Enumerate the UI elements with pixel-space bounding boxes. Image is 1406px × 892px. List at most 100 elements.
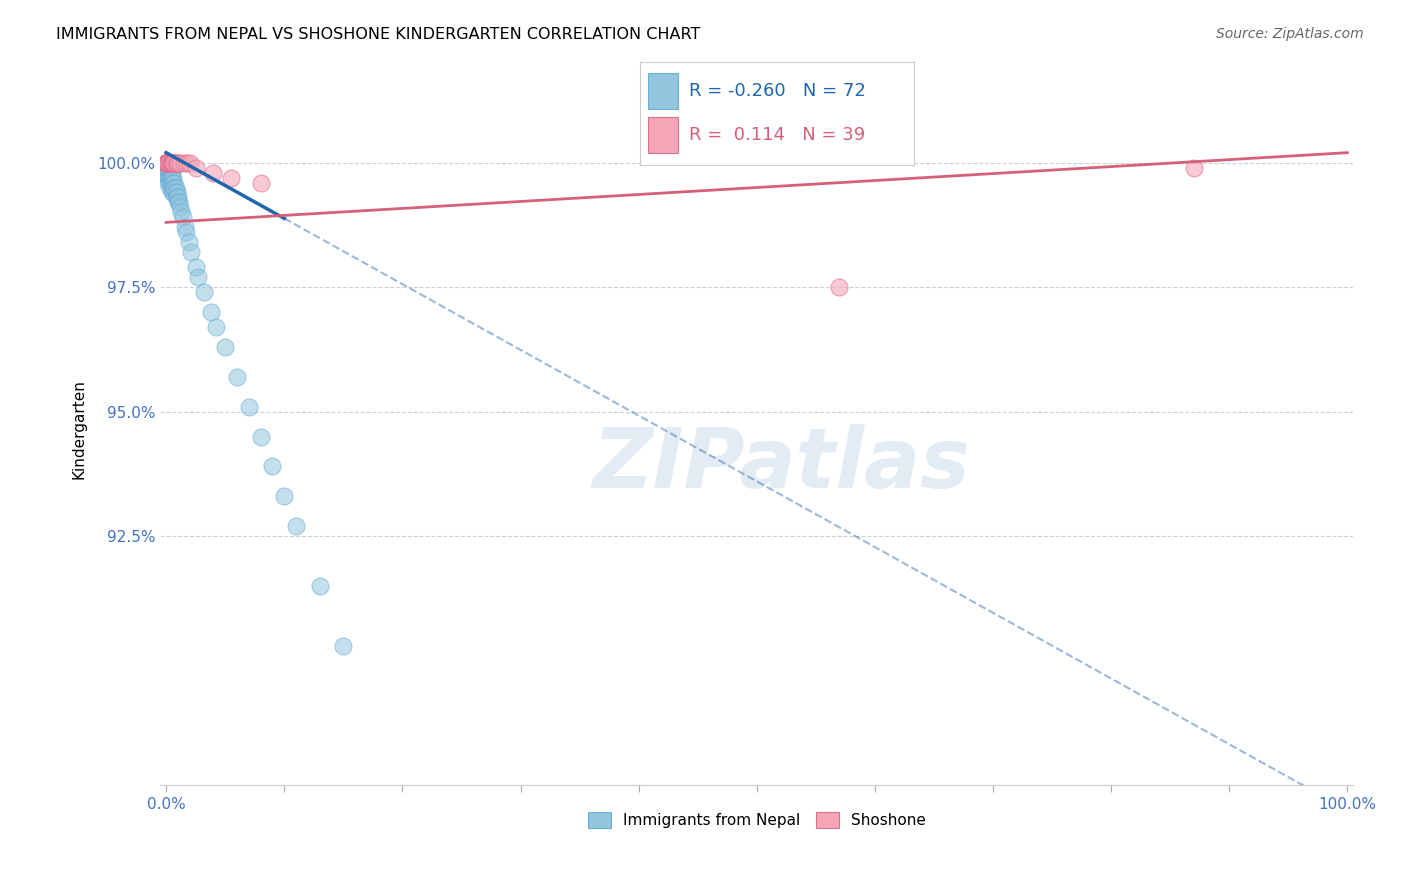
Point: [163, 180, 186, 194]
Text: IMMIGRANTS FROM NEPAL VS SHOSHONE KINDERGARTEN CORRELATION CHART: IMMIGRANTS FROM NEPAL VS SHOSHONE KINDER…: [56, 27, 700, 42]
Point: [159, 155, 181, 169]
Point: [155, 155, 177, 169]
Point: [156, 161, 179, 175]
Point: [156, 155, 179, 169]
Point: [162, 170, 184, 185]
Point: [308, 579, 330, 593]
Point: [155, 155, 177, 169]
Point: [165, 190, 187, 204]
Point: [160, 155, 183, 169]
Point: [157, 165, 180, 179]
Point: [169, 155, 191, 169]
Text: Source: ZipAtlas.com: Source: ZipAtlas.com: [1216, 27, 1364, 41]
Point: [249, 429, 271, 443]
Point: [174, 225, 197, 239]
Point: [156, 155, 179, 169]
Point: [173, 155, 195, 169]
Point: [159, 165, 181, 179]
Point: [157, 165, 180, 179]
Point: [159, 161, 181, 175]
Point: [202, 165, 225, 179]
Point: [172, 211, 194, 225]
Point: [162, 155, 184, 169]
Point: [157, 155, 180, 169]
Point: [156, 155, 179, 169]
Y-axis label: Kindergarten: Kindergarten: [72, 379, 86, 479]
Point: [170, 205, 193, 219]
Point: [160, 155, 183, 169]
Point: [167, 195, 190, 210]
Point: [160, 161, 183, 175]
Point: [1182, 161, 1205, 175]
Point: [156, 161, 179, 175]
Point: [160, 186, 183, 200]
Point: [238, 400, 260, 414]
Point: [165, 180, 187, 194]
Point: [179, 155, 201, 169]
Point: [159, 165, 181, 179]
Point: [156, 155, 179, 169]
Point: [167, 155, 190, 169]
Point: [162, 180, 184, 194]
Point: [214, 340, 236, 354]
Point: [157, 155, 180, 169]
Point: [166, 155, 188, 169]
Point: [155, 155, 177, 169]
Point: [166, 186, 188, 200]
Text: R = -0.260   N = 72: R = -0.260 N = 72: [689, 82, 866, 100]
Point: [160, 165, 183, 179]
Point: [160, 165, 183, 179]
Point: [156, 161, 179, 175]
Point: [166, 190, 188, 204]
Point: [157, 161, 180, 175]
Point: [226, 369, 249, 384]
Point: [160, 170, 183, 185]
Point: [184, 161, 207, 175]
Point: [159, 170, 181, 185]
Point: [160, 155, 183, 169]
Point: [156, 155, 179, 169]
Legend: Immigrants from Nepal, Shoshone: Immigrants from Nepal, Shoshone: [582, 806, 932, 834]
Point: [249, 176, 271, 190]
Point: [167, 190, 190, 204]
Point: [157, 155, 180, 169]
Point: [167, 195, 190, 210]
Point: [157, 155, 180, 169]
Point: [157, 155, 180, 169]
Point: [155, 155, 177, 169]
Point: [160, 155, 183, 169]
Point: [159, 155, 181, 169]
Point: [160, 176, 183, 190]
Point: [156, 155, 179, 169]
Point: [159, 176, 181, 190]
Point: [163, 176, 186, 190]
Point: [157, 170, 180, 185]
Text: R =  0.114   N = 39: R = 0.114 N = 39: [689, 126, 865, 144]
Point: [156, 155, 179, 169]
Text: ZIPatlas: ZIPatlas: [592, 424, 970, 505]
Point: [160, 180, 183, 194]
Point: [163, 155, 186, 169]
Point: [174, 220, 197, 235]
Point: [156, 155, 179, 169]
Point: [200, 305, 222, 319]
Point: [169, 201, 191, 215]
Point: [165, 186, 187, 200]
Point: [273, 489, 295, 503]
Point: [156, 165, 179, 179]
Point: [180, 245, 202, 260]
Point: [162, 155, 184, 169]
Point: [162, 176, 184, 190]
Point: [159, 180, 181, 194]
Point: [157, 170, 180, 185]
Point: [156, 165, 179, 179]
Point: [156, 155, 179, 169]
Point: [156, 155, 179, 169]
Point: [156, 155, 179, 169]
Point: [157, 161, 180, 175]
Point: [176, 155, 198, 169]
Point: [160, 170, 183, 185]
Point: [159, 161, 181, 175]
Point: [156, 161, 179, 175]
Point: [177, 235, 200, 250]
